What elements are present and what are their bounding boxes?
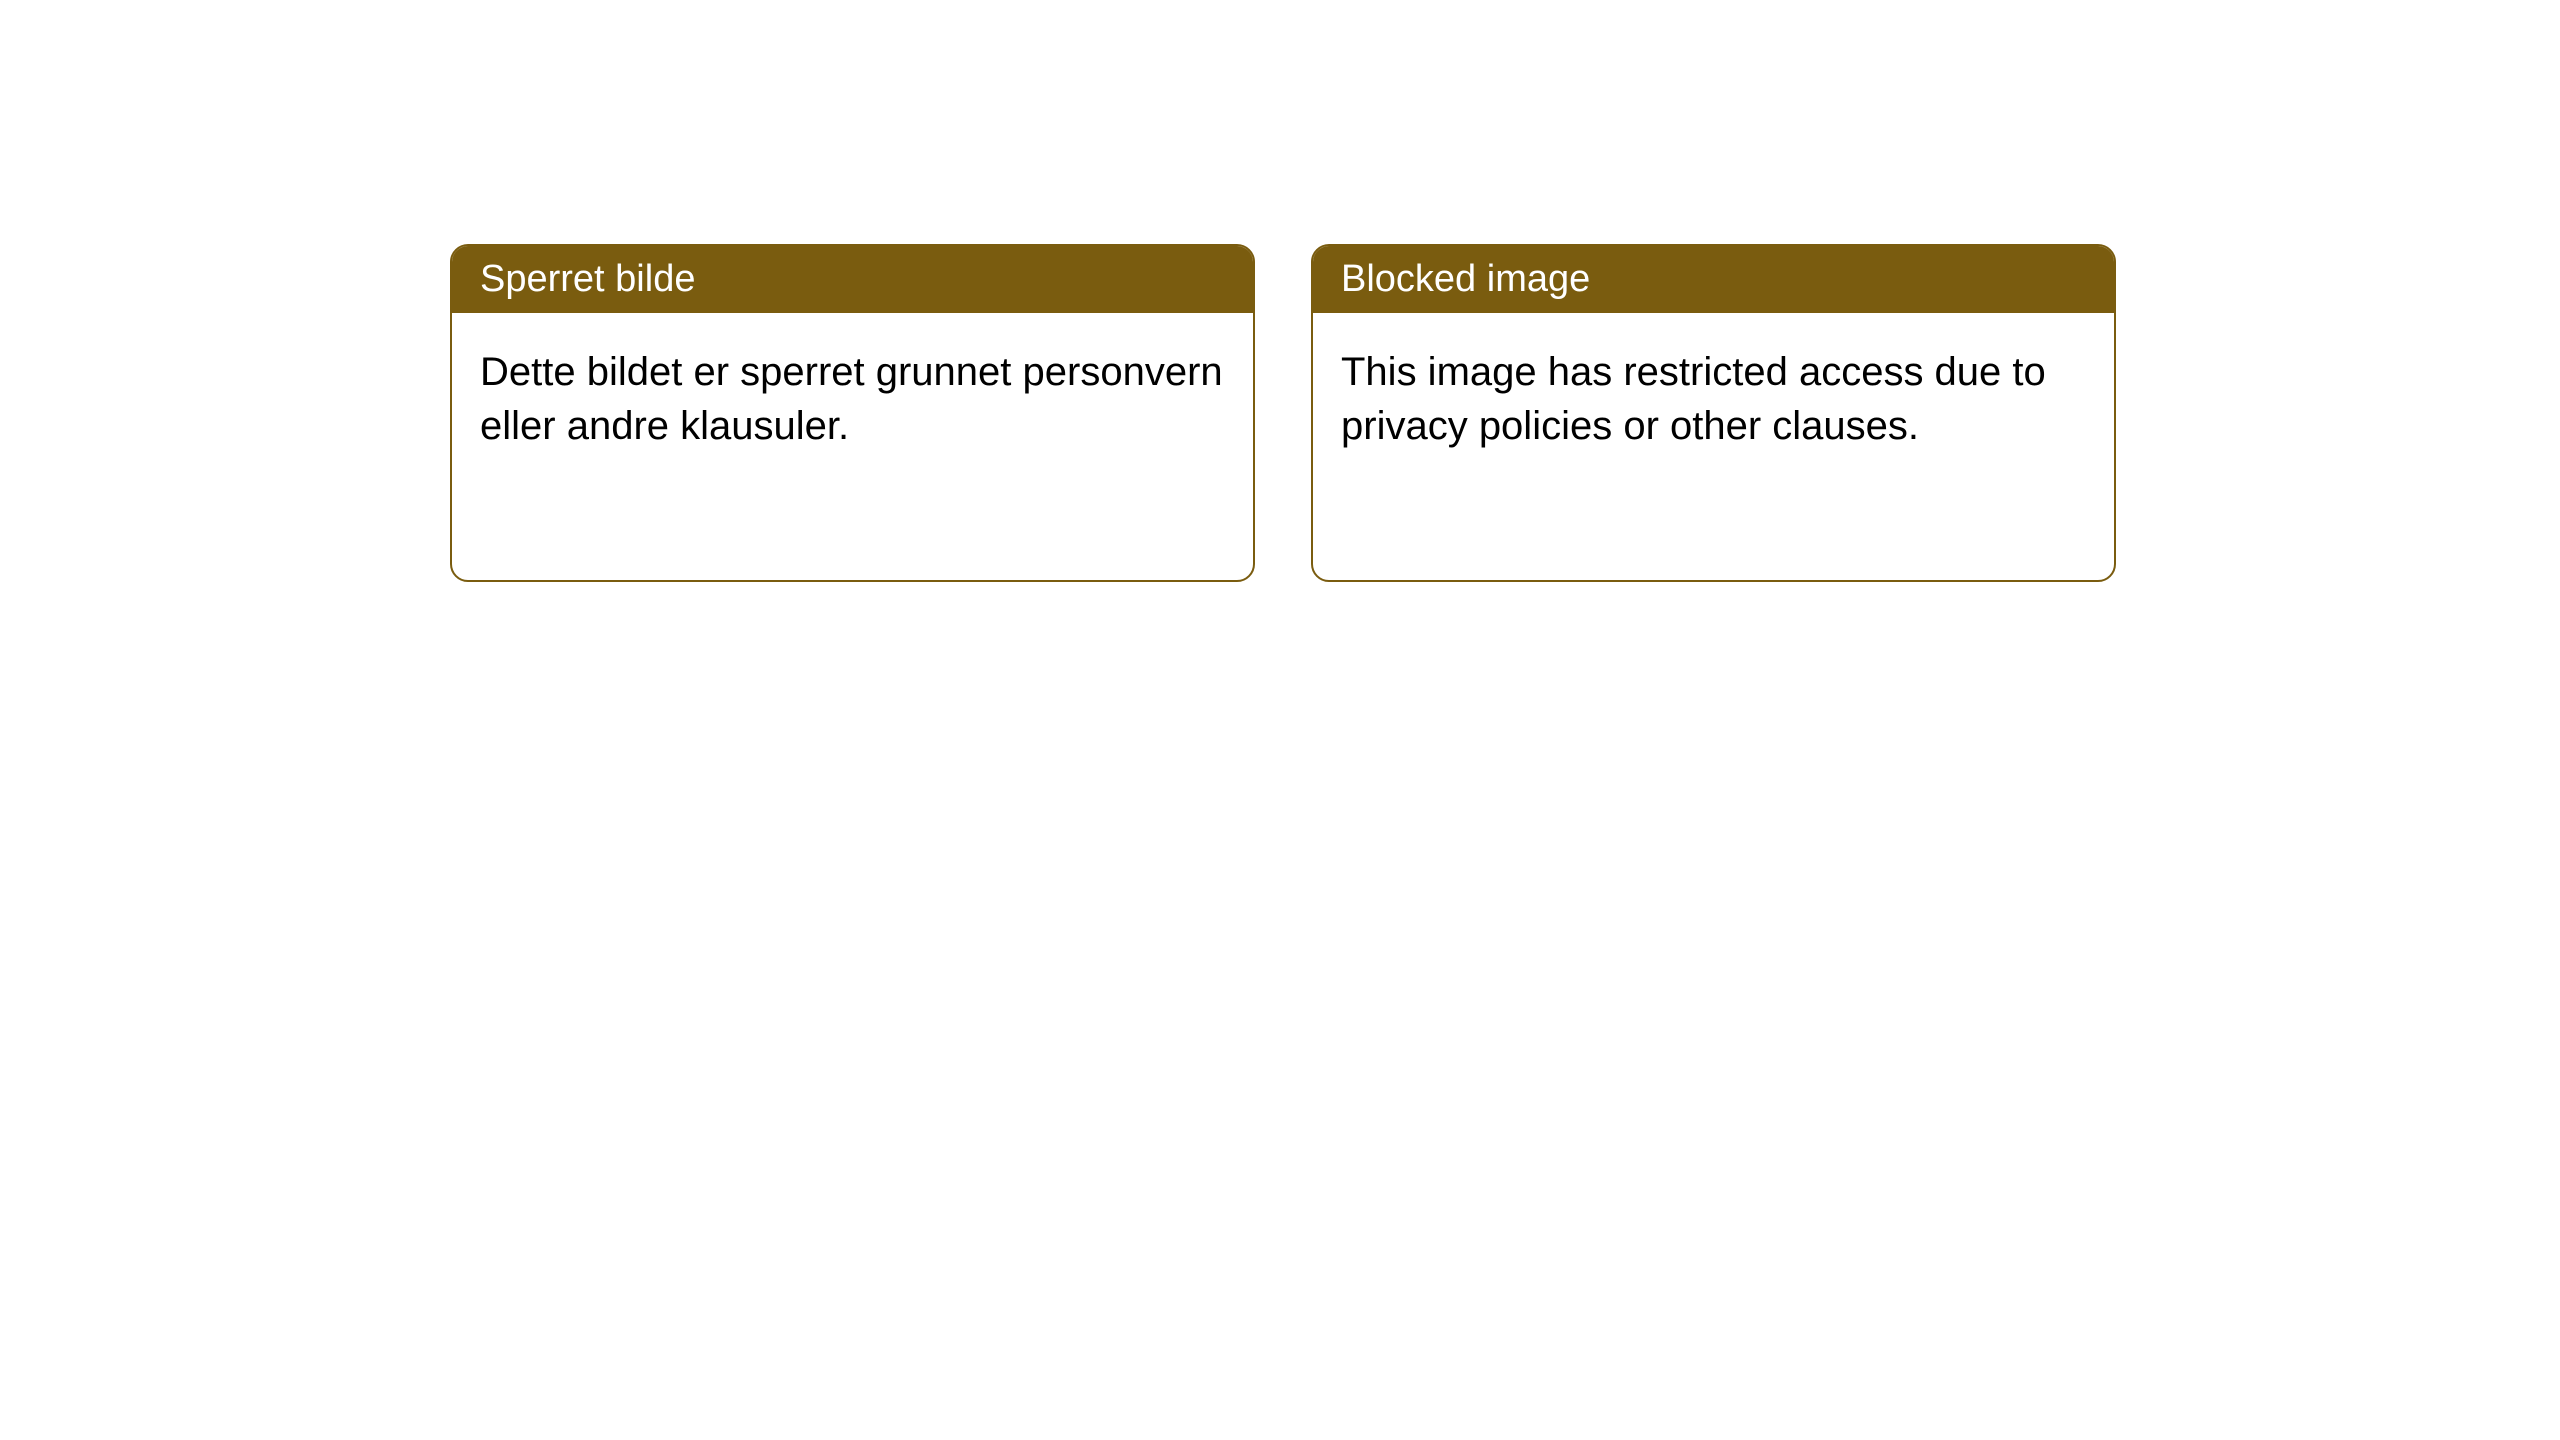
card-body-text: This image has restricted access due to … (1341, 350, 2046, 448)
card-body-text: Dette bildet er sperret grunnet personve… (480, 350, 1223, 448)
card-body: This image has restricted access due to … (1313, 313, 2114, 486)
notice-card-english: Blocked image This image has restricted … (1311, 244, 2116, 582)
notice-container: Sperret bilde Dette bildet er sperret gr… (450, 244, 2116, 582)
card-header: Sperret bilde (452, 246, 1253, 313)
notice-card-norwegian: Sperret bilde Dette bildet er sperret gr… (450, 244, 1255, 582)
card-title: Sperret bilde (480, 258, 695, 300)
card-header: Blocked image (1313, 246, 2114, 313)
card-title: Blocked image (1341, 258, 1590, 300)
card-body: Dette bildet er sperret grunnet personve… (452, 313, 1253, 486)
